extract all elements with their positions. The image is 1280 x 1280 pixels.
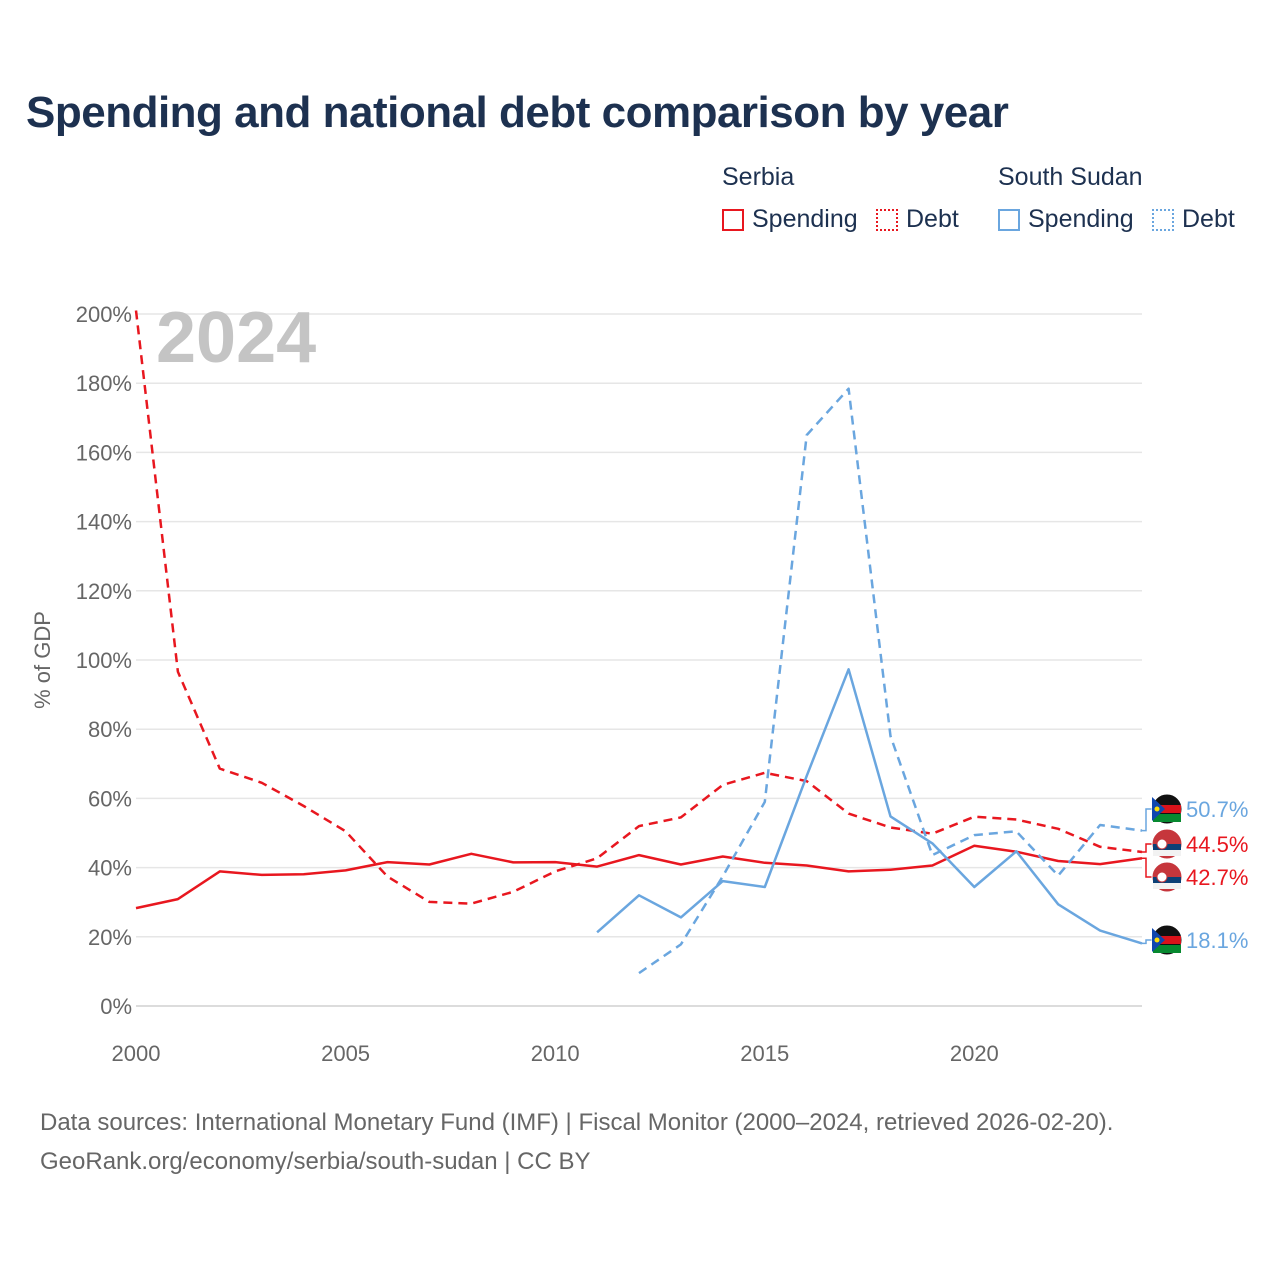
chart-title: Spending and national debt comparison by… bbox=[26, 88, 1009, 137]
x-tick-label: 2005 bbox=[321, 1041, 370, 1066]
serbia-flag-stripe bbox=[1153, 877, 1181, 883]
south-sudan-debt-line bbox=[638, 387, 1143, 975]
y-tick-label: 140% bbox=[76, 510, 132, 535]
south-sudan-flag-stripe bbox=[1153, 814, 1181, 822]
year-watermark: 2024 bbox=[156, 298, 316, 378]
footer-attribution: GeoRank.org/economy/serbia/south-sudan |… bbox=[40, 1148, 591, 1175]
south-sudan-flag-stripe bbox=[1153, 805, 1181, 813]
y-axis-label: % of GDP bbox=[30, 611, 55, 709]
y-tick-label: 20% bbox=[88, 925, 132, 950]
serbia-spending-label-connector bbox=[1142, 857, 1154, 878]
legend-serbia-debt[interactable]: Debt bbox=[876, 205, 959, 234]
legend-label: Debt bbox=[906, 205, 959, 233]
x-tick-label: 2015 bbox=[740, 1041, 789, 1066]
south-sudan-flag-star bbox=[1154, 937, 1160, 943]
serbia-spending-end-label: 42.7% bbox=[1186, 865, 1248, 890]
y-tick-label: 120% bbox=[76, 579, 132, 604]
legend-south-sudan-spending[interactable]: Spending bbox=[998, 205, 1134, 234]
legend-serbia-spending[interactable]: Spending bbox=[722, 205, 858, 234]
serbia-debt-line bbox=[134, 310, 1143, 905]
y-tick-label: 100% bbox=[76, 648, 132, 673]
x-tick-label: 2010 bbox=[531, 1041, 580, 1066]
legend-swatch-serbia-spending bbox=[722, 208, 744, 231]
x-tick-label: 2020 bbox=[950, 1041, 999, 1066]
serbia-flag-stripe bbox=[1153, 883, 1181, 889]
legend-swatch-south-sudan-debt bbox=[1152, 208, 1174, 231]
y-tick-label: 60% bbox=[88, 786, 132, 811]
south-sudan-debt-end-label: 50.7% bbox=[1186, 797, 1248, 822]
south-sudan-debt-label-connector bbox=[1142, 808, 1154, 832]
south-sudan-flag-stripe bbox=[1153, 936, 1181, 944]
serbia-flag-emblem bbox=[1156, 871, 1168, 883]
y-tick-label: 40% bbox=[88, 856, 132, 881]
legend-group-serbia: Serbia bbox=[722, 163, 795, 191]
south-sudan-flag-star bbox=[1154, 806, 1160, 812]
legend-label: Spending bbox=[1028, 205, 1134, 233]
serbia-flag-stripe bbox=[1153, 844, 1181, 850]
y-tick-label: 180% bbox=[76, 371, 132, 396]
x-tick-label: 2000 bbox=[112, 1041, 161, 1066]
legend-label: Spending bbox=[752, 205, 858, 233]
serbia-debt-label-connector bbox=[1142, 843, 1154, 853]
y-tick-label: 80% bbox=[88, 717, 132, 742]
south-sudan-spending-line bbox=[596, 668, 1143, 945]
serbia-flag-stripe bbox=[1153, 850, 1181, 856]
footer-sources: Data sources: International Monetary Fun… bbox=[40, 1109, 1114, 1136]
legend-label: Debt bbox=[1182, 205, 1235, 233]
south-sudan-flag-stripe bbox=[1153, 945, 1181, 953]
y-tick-label: 200% bbox=[76, 302, 132, 327]
serbia-debt-end-label: 44.5% bbox=[1186, 832, 1248, 857]
south-sudan-spending-end-label: 18.1% bbox=[1186, 928, 1248, 953]
legend-south-sudan-debt[interactable]: Debt bbox=[1152, 205, 1235, 234]
legend-swatch-serbia-debt bbox=[876, 208, 898, 231]
serbia-spending-line bbox=[135, 844, 1143, 910]
y-tick-label: 0% bbox=[100, 994, 132, 1019]
serbia-flag-emblem bbox=[1156, 838, 1168, 850]
legend-swatch-south-sudan-spending bbox=[998, 208, 1020, 231]
legend-group-south-sudan: South Sudan bbox=[998, 163, 1143, 191]
y-tick-label: 160% bbox=[76, 440, 132, 465]
south-sudan-spending-label-connector bbox=[1142, 939, 1154, 945]
